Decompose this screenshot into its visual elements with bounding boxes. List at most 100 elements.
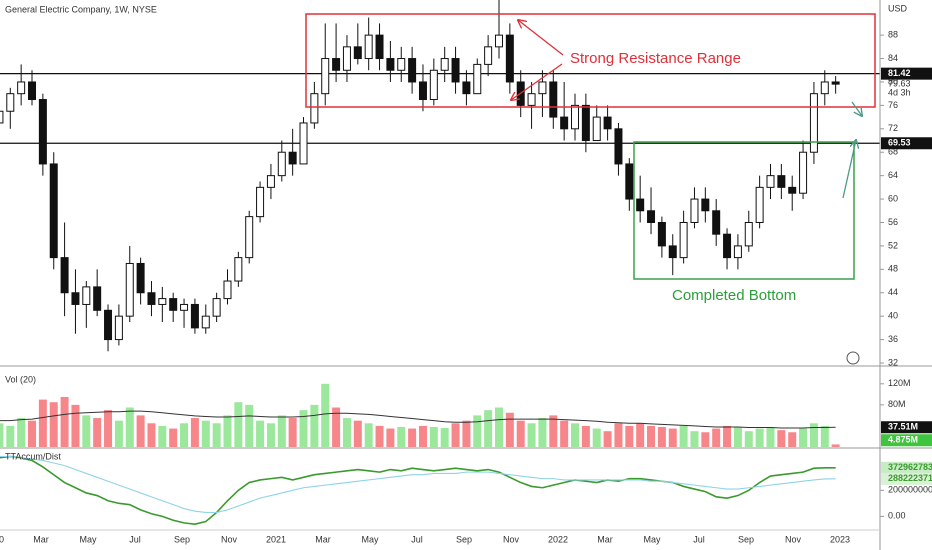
candle-body — [147, 292, 156, 305]
volume-bar — [451, 423, 460, 447]
candle-body — [538, 81, 547, 95]
candle-body — [614, 128, 623, 165]
candle-body — [114, 315, 123, 341]
candle-body — [766, 175, 775, 188]
volume-bar — [733, 426, 742, 447]
y-tick-label: 32 — [888, 357, 898, 367]
volume-bar — [516, 420, 525, 447]
annotation: Strong Resistance Range — [570, 50, 741, 67]
candle-body — [364, 34, 373, 60]
candle-body — [93, 286, 102, 311]
volume-bar — [549, 415, 558, 447]
icon — [846, 351, 860, 365]
candle-body — [104, 309, 113, 341]
y-tick-label: 0.00 — [888, 511, 906, 521]
candle-body — [408, 58, 417, 83]
volume-bar — [299, 410, 308, 447]
volume-bar — [234, 402, 243, 447]
candle-body — [49, 163, 58, 259]
volume-bar — [462, 420, 471, 447]
candle-body — [169, 298, 178, 311]
volume-bar — [690, 431, 699, 447]
candle-body — [321, 58, 330, 95]
candle-body — [690, 198, 699, 223]
x-tick-label: Sep — [456, 534, 472, 544]
candle-body — [603, 116, 612, 130]
candle-body — [38, 99, 47, 165]
y-tick-label: 88 — [888, 30, 898, 40]
x-tick-label: 2021 — [266, 534, 286, 544]
x-tick-label: Jul — [411, 534, 423, 544]
volume-bar — [17, 418, 26, 447]
candle-body — [332, 58, 341, 71]
candle-body — [505, 34, 514, 83]
candle-body — [299, 122, 308, 165]
candle-body — [440, 58, 449, 71]
arrow — [851, 101, 862, 116]
volume-bar — [744, 431, 753, 447]
volume-bar — [625, 425, 634, 447]
x-tick-label: 2023 — [830, 534, 850, 544]
x-tick-label: May — [79, 534, 97, 544]
x-tick-label: Nov — [221, 534, 238, 544]
volume-bar — [636, 423, 645, 447]
volume-bar — [125, 407, 134, 447]
bottom-box — [633, 141, 855, 280]
annotation: Completed Bottom — [672, 287, 796, 304]
x-tick-label: Jul — [693, 534, 705, 544]
volume-bar — [831, 444, 840, 447]
volume-bar — [364, 423, 373, 447]
candle-body — [527, 93, 536, 106]
volume-bar — [375, 425, 384, 447]
candle-body — [657, 221, 666, 247]
candle-body — [777, 175, 786, 188]
x-tick-label: Mar — [597, 534, 613, 544]
value-label: 2882223713.73 — [888, 473, 932, 483]
value-box — [881, 421, 932, 434]
volume-bar — [277, 415, 286, 447]
volume-bar — [809, 423, 818, 447]
line-series — [0, 455, 836, 525]
candle-body — [494, 34, 503, 48]
x-tick-label: 2020 — [0, 534, 4, 544]
volume-bar — [408, 428, 417, 447]
volume-bar — [288, 418, 297, 447]
candle-body — [799, 151, 808, 194]
candle-body — [342, 46, 351, 71]
y-tick-label: 60 — [888, 193, 898, 203]
value-box — [881, 461, 932, 474]
volume-bar — [71, 404, 80, 447]
candle-body — [60, 257, 69, 294]
candle-body — [310, 93, 319, 124]
x-tick-label: Nov — [785, 534, 802, 544]
volume-bar — [114, 420, 123, 447]
volume-bar — [494, 407, 503, 447]
candle-body — [6, 93, 15, 112]
volume-bar — [0, 423, 4, 447]
x-tick-label: Nov — [503, 534, 520, 544]
volume-bar — [473, 415, 482, 447]
volume-bar — [6, 425, 15, 447]
volume-bar — [657, 426, 666, 447]
candle-body — [397, 58, 406, 71]
volume-bar — [332, 407, 341, 447]
y-tick-label: 68 — [888, 147, 898, 157]
x-tick-label: Mar — [315, 534, 331, 544]
candle-body — [484, 46, 493, 65]
candle-body — [592, 116, 601, 142]
volume-bar — [592, 428, 601, 447]
volume-bar — [397, 426, 406, 447]
y-tick-label: 56 — [888, 217, 898, 227]
volume-bar — [147, 423, 156, 447]
plot-area — [0, 0, 880, 525]
candle-body — [353, 46, 362, 60]
volume-bar — [386, 428, 395, 447]
line-series — [0, 455, 836, 514]
volume-bar — [484, 410, 493, 447]
candle-body — [201, 315, 210, 329]
candle-body — [429, 69, 438, 101]
y-tick-label: 72 — [888, 123, 898, 133]
value-label: 81.42 — [888, 68, 911, 78]
value-box — [881, 472, 932, 485]
value-box — [881, 434, 932, 447]
